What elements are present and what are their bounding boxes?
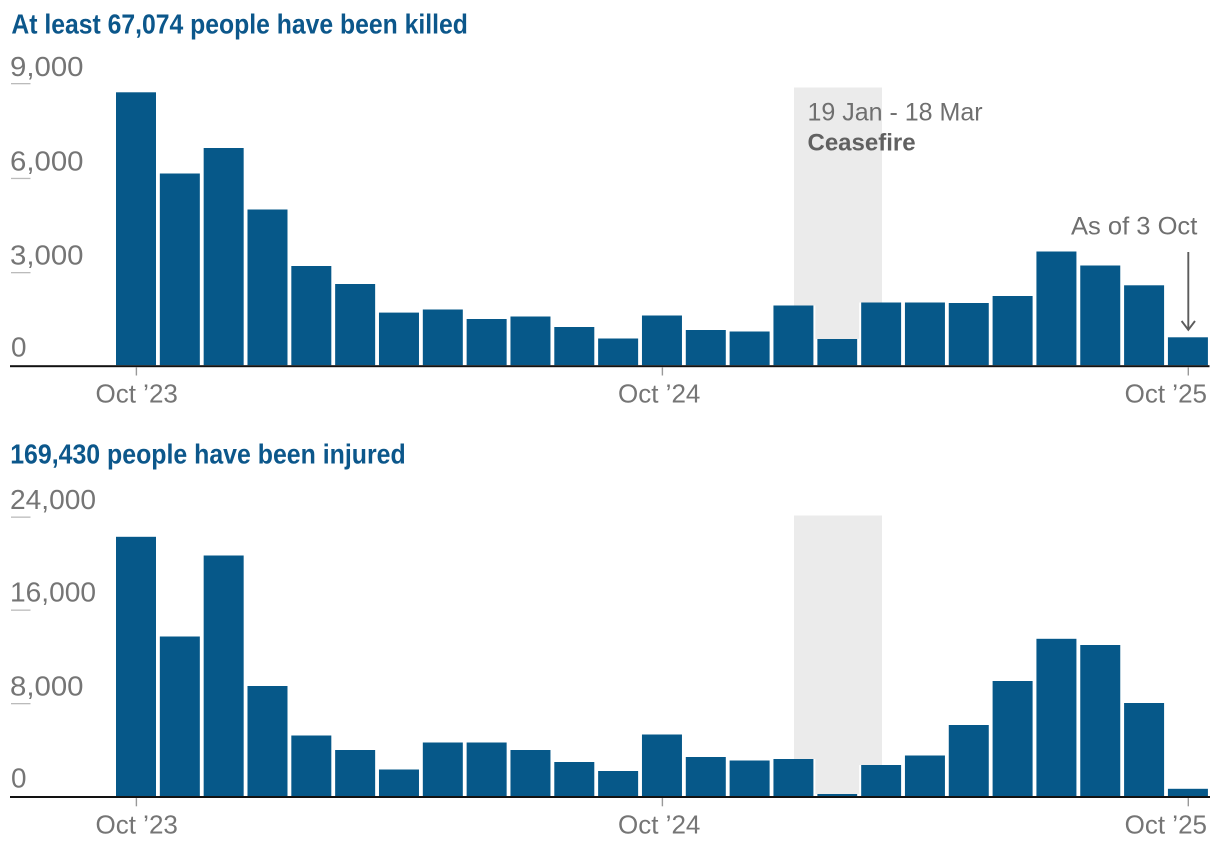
svg-text:24,000: 24,000 bbox=[10, 484, 96, 515]
svg-text:6,000: 6,000 bbox=[10, 146, 84, 177]
svg-text:Oct ’23: Oct ’23 bbox=[96, 810, 178, 840]
svg-text:0: 0 bbox=[11, 763, 27, 794]
svg-text:169,430 people have been injur: 169,430 people have been injured bbox=[10, 439, 406, 470]
svg-text:Oct ’25: Oct ’25 bbox=[1125, 810, 1207, 840]
svg-text:Oct ’23: Oct ’23 bbox=[96, 378, 178, 408]
svg-text:9,000: 9,000 bbox=[10, 51, 84, 82]
svg-text:At least 67,074 people have be: At least 67,074 people have been killed bbox=[11, 9, 468, 40]
svg-text:0: 0 bbox=[11, 331, 27, 362]
svg-text:3,000: 3,000 bbox=[10, 239, 84, 270]
svg-text:8,000: 8,000 bbox=[10, 671, 84, 702]
svg-text:Oct ’25: Oct ’25 bbox=[1125, 378, 1207, 408]
svg-text:Oct ’24: Oct ’24 bbox=[618, 378, 700, 408]
svg-text:Ceasefire: Ceasefire bbox=[808, 130, 916, 157]
svg-text:Oct ’24: Oct ’24 bbox=[618, 810, 700, 840]
svg-text:19 Jan - 18 Mar: 19 Jan - 18 Mar bbox=[808, 98, 983, 126]
svg-text:As of 3 Oct: As of 3 Oct bbox=[1071, 213, 1197, 241]
svg-text:16,000: 16,000 bbox=[10, 576, 96, 607]
